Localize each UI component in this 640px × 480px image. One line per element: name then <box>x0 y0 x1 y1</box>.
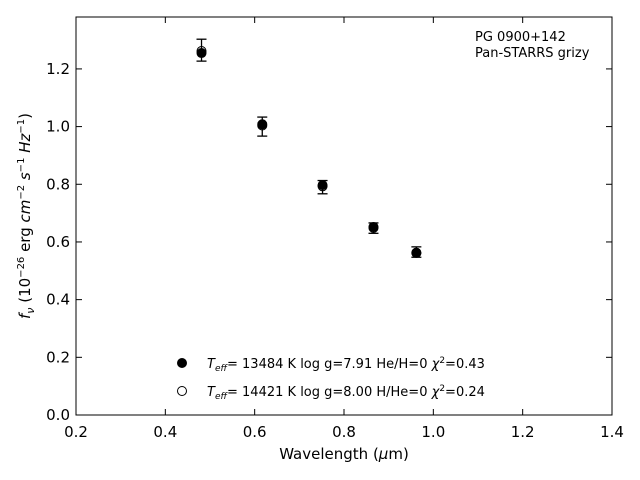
model-point-open <box>257 120 268 131</box>
y-tick-label: 1.0 <box>46 118 70 136</box>
x-tick-label: 0.8 <box>332 423 356 441</box>
y-tick-label: 0.4 <box>46 291 70 309</box>
x-tick-label: 0.4 <box>153 423 177 441</box>
model-point-open <box>196 46 207 57</box>
legend-entry-1: Teff= 13484 K log g=7.91 He/H=0 χ2=0.43 <box>207 356 485 374</box>
x-tick-label: 0.6 <box>243 423 267 441</box>
x-tick-label: 0.2 <box>64 423 88 441</box>
y-tick-label: 0.0 <box>46 406 70 424</box>
model-point-open <box>411 247 422 258</box>
svg-text:Wavelength (μm): Wavelength (μm) <box>279 445 409 463</box>
model-point-open <box>317 181 328 192</box>
model-point-filled <box>196 48 207 59</box>
y-tick-label: 0.8 <box>46 175 70 193</box>
x-axis-label: Wavelength (μm) <box>279 445 409 463</box>
data-points <box>196 38 422 258</box>
y-tick-label: 1.2 <box>46 60 70 78</box>
legend-marker-filled <box>177 358 187 368</box>
x-tick-label: 1.4 <box>600 423 624 441</box>
y-axis-label: fν (10−26 erg cm−2 s−1 Hz−1) <box>16 113 37 319</box>
y-tick-label: 0.2 <box>46 348 70 366</box>
survey-label: Pan-STARRS grizy <box>475 46 590 61</box>
legend-marker-open <box>177 386 187 396</box>
legend: Teff= 13484 K log g=7.91 He/H=0 χ2=0.43 … <box>177 356 485 402</box>
legend-entry-2: Teff= 14421 K log g=8.00 H/He=0 χ2=0.24 <box>207 384 485 402</box>
model-point-open <box>368 222 379 233</box>
object-label: PG 0900+142 <box>475 30 566 45</box>
axis-ticks: 0.2 0.4 0.6 0.8 1.0 1.2 1.40.00.20.40.60.81.01… <box>46 17 624 441</box>
y-tick-label: 0.6 <box>46 233 70 251</box>
x-tick-label: 1.0 <box>421 423 445 441</box>
x-tick-label: 1.2 <box>511 423 535 441</box>
svg-text:fν (10−26 erg cm−2 s−1 Hz−1): fν (10−26 erg cm−2 s−1 Hz−1) <box>16 113 37 319</box>
